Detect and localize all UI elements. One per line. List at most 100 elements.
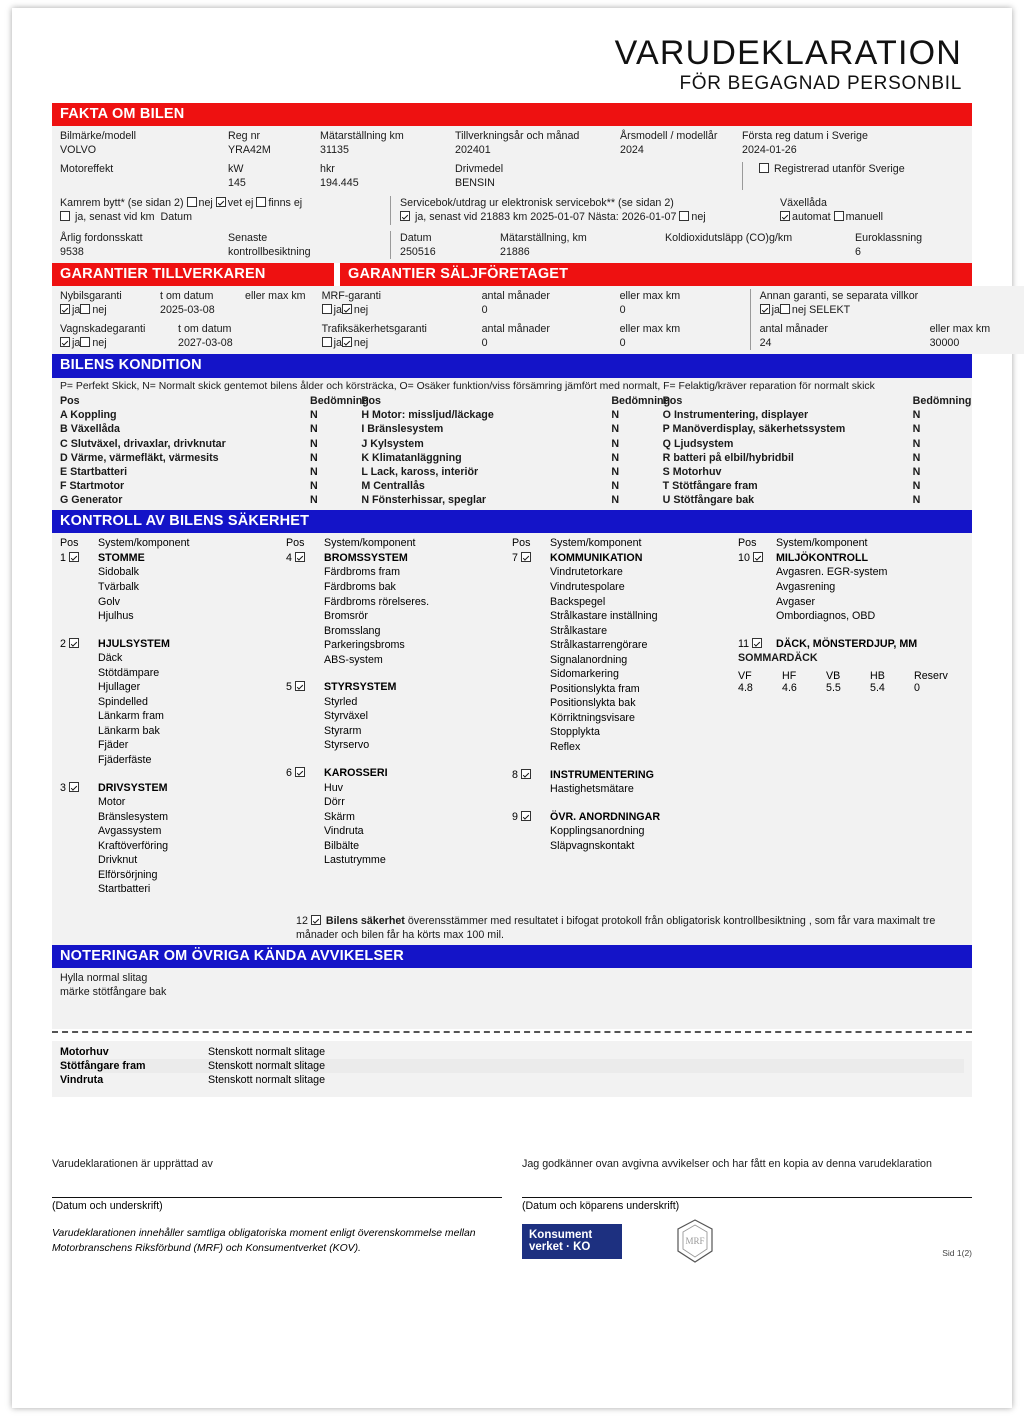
label-euro: Euroklassning bbox=[855, 231, 923, 244]
checkbox-safety-group[interactable] bbox=[68, 551, 79, 562]
safety-item: Styrarm bbox=[324, 724, 362, 737]
page-subtitle: FÖR BEGAGNAD PERSONBIL bbox=[679, 72, 962, 94]
condition-row: J Kylsystem N bbox=[361, 437, 662, 451]
safety-panel: Pos System/komponent 1 STOMME Sidobalk Tvärb… bbox=[52, 533, 972, 946]
safety-col-sys: System/komponent bbox=[776, 537, 868, 550]
condition-row: Q Ljudsystem N bbox=[663, 437, 964, 451]
condition-grade: N bbox=[912, 423, 921, 436]
signature-line-buyer[interactable] bbox=[522, 1197, 972, 1199]
deviation-row: Motorhuv Stenskott normalt slitage bbox=[60, 1045, 964, 1059]
condition-grade: N bbox=[310, 479, 318, 492]
label-prepared-by: Varudeklarationen är upprättad av bbox=[52, 1158, 213, 1171]
condition-column-header: Pos Bedömning bbox=[662, 395, 972, 408]
safety-item: Strålkastarrengörare bbox=[550, 639, 648, 652]
checkbox-traffic-no[interactable] bbox=[341, 337, 352, 348]
condition-grade: N bbox=[310, 451, 318, 464]
checkbox-tires[interactable] bbox=[752, 637, 763, 648]
checkbox-gearbox-manual[interactable] bbox=[833, 211, 844, 222]
safety-item: Positionslykta fram bbox=[550, 682, 640, 695]
value-brand: VOLVO bbox=[60, 143, 97, 156]
condition-column: Pos Bedömning O Instrumentering, displayer… bbox=[662, 394, 972, 507]
safety-group: 3 DRIVSYSTEM Motor Bränslesystem Avgassyste… bbox=[60, 781, 286, 910]
checkbox-timing-no[interactable] bbox=[186, 197, 197, 208]
safety-item: Styrservo bbox=[324, 739, 370, 752]
checkbox-safety-group[interactable] bbox=[520, 551, 531, 562]
safety-group-pos: 7 bbox=[512, 551, 550, 566]
checkbox-traffic-yes[interactable] bbox=[321, 337, 332, 348]
safety-statement-text: överensstämmer med resultatet i bifogat … bbox=[296, 914, 936, 942]
label-brand: Bilmärke/modell bbox=[60, 129, 137, 142]
safety-column: Pos System/komponent 7 KOMMUNIKATION Vindru… bbox=[512, 536, 738, 910]
checkbox-service-no[interactable] bbox=[679, 211, 690, 222]
safety-item: Avgaser bbox=[776, 595, 816, 608]
tire-header: Reserv bbox=[914, 670, 948, 683]
checkbox-damage-no[interactable] bbox=[80, 337, 91, 348]
label-gearbox: Växellåda bbox=[780, 197, 827, 210]
checkbox-new-car-no[interactable] bbox=[80, 304, 91, 315]
safety-item: Dörr bbox=[324, 796, 345, 809]
checkbox-safety-statement[interactable] bbox=[310, 914, 321, 925]
checkbox-service-yes[interactable] bbox=[400, 211, 410, 222]
checkbox-other-yes[interactable] bbox=[759, 304, 770, 315]
safety-statement-bold: Bilens säkerhet bbox=[325, 914, 405, 927]
section-header-guarantees-maker: GARANTIER TILLVERKAREN bbox=[52, 262, 334, 286]
value-model-year: 2024 bbox=[620, 143, 644, 156]
checkbox-damage-yes[interactable] bbox=[60, 337, 70, 348]
label-ja-2: ja bbox=[72, 337, 81, 350]
safety-item: Signalanordning bbox=[550, 653, 628, 666]
safety-item: Backspegel bbox=[550, 595, 606, 608]
safety-item: Skärm bbox=[324, 810, 355, 823]
safety-item: Spindelled bbox=[98, 695, 148, 708]
checkbox-gearbox-automatic[interactable] bbox=[780, 211, 790, 222]
checkbox-safety-group[interactable] bbox=[520, 768, 531, 779]
checkbox-safety-group[interactable] bbox=[520, 810, 531, 821]
safety-item: Bromsslang bbox=[324, 624, 381, 637]
deviation-row: Stötfångare fram Stenskott normalt slitag… bbox=[60, 1059, 964, 1074]
label-timing-dont-know: vet ej bbox=[227, 197, 254, 210]
condition-pos: T Stötfångare fram bbox=[662, 479, 758, 492]
condition-pos: R batteri på elbil/hybridbil bbox=[662, 451, 794, 464]
safety-statement-num: 12 bbox=[296, 914, 308, 927]
condition-grade: N bbox=[912, 479, 921, 492]
label-new-car-tom: t om datum bbox=[160, 289, 214, 302]
label-inspection-odo: Mätarställning, km bbox=[500, 231, 587, 244]
checkbox-safety-group[interactable] bbox=[68, 781, 79, 792]
checkbox-safety-group[interactable] bbox=[294, 681, 305, 692]
condition-pos: L Lack, kaross, interiör bbox=[361, 465, 479, 478]
condition-pos: K Klimatanläggning bbox=[361, 451, 462, 464]
checkbox-safety-group[interactable] bbox=[294, 767, 305, 777]
checkbox-timing-dont-know[interactable] bbox=[215, 197, 226, 208]
section-header-safety: KONTROLL AV BILENS SÄKERHET bbox=[52, 510, 972, 534]
label-nej-3: nej bbox=[353, 304, 369, 317]
safety-group: 7 KOMMUNIKATION Vindrutetorkare Vindrutesp… bbox=[512, 551, 738, 768]
checkbox-mrf-no[interactable] bbox=[341, 304, 352, 315]
checkbox-other-no[interactable] bbox=[779, 304, 790, 315]
checkbox-safety-group[interactable] bbox=[752, 551, 763, 562]
label-fuel: Drivmedel bbox=[455, 163, 504, 176]
deviation-part: Vindruta bbox=[60, 1074, 104, 1087]
label-registered-abroad: Registrerad utanför Sverige bbox=[773, 163, 905, 176]
signature-line-seller[interactable] bbox=[52, 1197, 502, 1199]
safety-column: Pos System/komponent 4 BROMSSYSTEM Färdbrom… bbox=[286, 536, 512, 910]
checkbox-mrf-yes[interactable] bbox=[321, 304, 332, 315]
checkbox-safety-group[interactable] bbox=[294, 551, 305, 562]
value-inspection-datum: 250516 bbox=[390, 244, 500, 259]
condition-pos: N Fönsterhissar, speglar bbox=[361, 494, 487, 507]
condition-row: D Värme, värmefläkt, värmesits N bbox=[60, 451, 361, 465]
condition-row: H Motor: missljud/läckage N bbox=[361, 408, 662, 422]
checkbox-safety-group[interactable] bbox=[68, 637, 79, 648]
safety-group-name: STYRSYSTEM bbox=[324, 681, 397, 694]
safety-item: Startbatteri bbox=[98, 883, 151, 896]
value-regnr: YRA42M bbox=[228, 143, 271, 156]
value-traffic-km: 0 bbox=[619, 337, 626, 350]
safety-item: Däck bbox=[98, 652, 123, 665]
label-timing-datum: Datum bbox=[160, 211, 193, 224]
checkbox-registered-abroad[interactable] bbox=[759, 163, 769, 174]
safety-group-pos: 1 bbox=[60, 551, 98, 566]
condition-grade: N bbox=[611, 437, 620, 450]
checkbox-timing-none[interactable] bbox=[256, 197, 267, 208]
checkbox-new-car-yes[interactable] bbox=[60, 304, 70, 315]
checkbox-timing-yes[interactable] bbox=[60, 211, 70, 222]
safety-group-name: STOMME bbox=[98, 551, 145, 564]
condition-row: I Bränslesystem N bbox=[361, 422, 662, 436]
